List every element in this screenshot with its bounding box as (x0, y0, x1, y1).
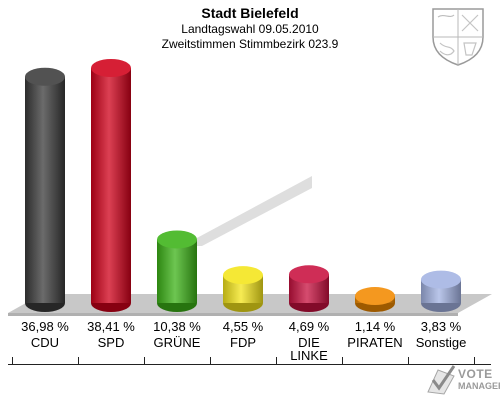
category-label: PIRATEN (347, 335, 403, 350)
coat-of-arms-icon (432, 8, 484, 66)
category-label: Sonstige (415, 335, 467, 350)
bar-top (421, 270, 461, 289)
bar-die-linke (289, 265, 329, 312)
bar-sonstige (421, 270, 461, 312)
bar-body (25, 76, 65, 303)
category-tick (210, 357, 211, 365)
bar-top (91, 59, 131, 77)
value-label: 4,69 % (288, 319, 330, 334)
category-label: CDU (30, 335, 60, 350)
bar-top (289, 265, 329, 284)
category-label: SPD (97, 335, 125, 350)
value-label: 38,41 % (87, 319, 135, 334)
bar-cdu (25, 67, 65, 312)
value-label: 10,38 % (153, 319, 201, 334)
chart-title: Stadt Bielefeld (201, 5, 299, 21)
category-tick (408, 357, 409, 365)
ballot-check-icon (427, 365, 456, 395)
category-label: DIE LINKE (290, 335, 328, 363)
bar-fdp (223, 266, 263, 312)
chart-backdrop-shadow (182, 176, 312, 246)
value-label: 36,98 % (21, 319, 69, 334)
logo-text-manager: MANAGER (458, 381, 500, 391)
category-label: FDP (230, 335, 256, 350)
bar-top (223, 266, 263, 285)
bar-body (157, 239, 197, 303)
chart-subtitle-election: Landtagswahl 09.05.2010 (181, 22, 319, 36)
bar-top (355, 287, 395, 306)
category-axis-line (8, 364, 491, 365)
category-tick (342, 357, 343, 365)
bar-top (157, 230, 197, 249)
vote-manager-logo: VOTE MANAGER (424, 364, 500, 396)
bar-body (91, 68, 131, 303)
bar-top (25, 67, 65, 86)
chart-floor-edge (8, 313, 458, 316)
bar-grüne (157, 230, 197, 312)
category-tick (144, 357, 145, 365)
bar-spd (91, 59, 131, 312)
category-label: GRÜNE (153, 335, 201, 350)
value-label: 3,83 % (420, 319, 462, 334)
bar-piraten (355, 287, 395, 312)
value-label: 4,55 % (222, 319, 264, 334)
category-tick (474, 357, 475, 365)
category-tick (12, 357, 13, 365)
chart-subtitle-district: Zweitstimmen Stimmbezirk 023.9 (161, 37, 339, 51)
category-tick (276, 357, 277, 365)
logo-text-vote: VOTE (458, 367, 493, 381)
category-tick (78, 357, 79, 365)
value-label: 1,14 % (354, 319, 396, 334)
